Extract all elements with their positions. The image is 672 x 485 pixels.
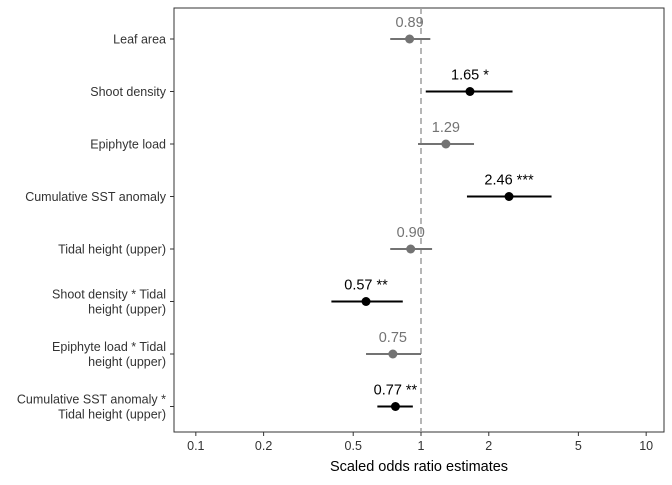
x-axis: 0.1 0.2 0.5 1 2 5 10	[187, 432, 653, 453]
x-tick-label: 10	[639, 439, 653, 453]
estimate-point	[406, 244, 416, 254]
x-tick-label: 0.2	[255, 439, 272, 453]
data-label: 1.65 *	[451, 68, 489, 84]
x-tick-label: 0.1	[187, 439, 204, 453]
data-label: 0.90	[397, 225, 425, 241]
data-label: 0.75	[379, 330, 407, 346]
estimate-point	[390, 402, 400, 411]
y-tick-label: Cumulative SST anomaly	[25, 190, 167, 204]
panel-border	[173, 7, 665, 433]
y-tick-label: Cumulative SST anomaly * Tidal height (up…	[17, 393, 166, 422]
y-tick-label: Epiphyte load * Tidal height (upper)	[52, 340, 166, 369]
estimate-point	[504, 192, 514, 201]
x-tick-label: 0.5	[345, 439, 362, 453]
estimate-point	[441, 139, 451, 149]
y-tick-label: Shoot density	[90, 85, 166, 99]
y-tick-label: Leaf area	[113, 33, 166, 47]
y-tick-label: Epiphyte load	[90, 138, 166, 152]
x-tick-label: 5	[575, 439, 582, 453]
estimate-point	[388, 349, 398, 359]
y-tick-label: Shoot density * Tidal height (upper)	[52, 288, 166, 317]
x-tick-label: 1	[418, 439, 425, 453]
estimate-point	[405, 34, 415, 44]
x-tick-label: 2	[485, 439, 492, 453]
data-label: 2.46 ***	[484, 173, 534, 189]
estimate-point	[361, 297, 371, 306]
estimate-point	[465, 87, 475, 96]
data-label: 0.77 **	[374, 383, 418, 399]
data-label: 0.89	[395, 15, 423, 31]
data-label: 1.29	[432, 120, 460, 136]
x-axis-title: Scaled odds ratio estimates	[330, 459, 508, 475]
data-label: 0.57 **	[344, 278, 388, 294]
rows-layer: Leaf area 0.89 Shoot density 1.65 * Epiphyte…	[17, 15, 552, 422]
y-tick-label: Tidal height (upper)	[58, 243, 166, 257]
